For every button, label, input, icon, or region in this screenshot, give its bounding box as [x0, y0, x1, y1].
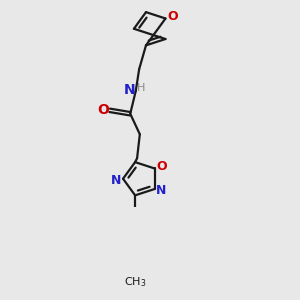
- Text: O: O: [156, 160, 167, 173]
- Text: CH$_3$: CH$_3$: [124, 275, 146, 289]
- Text: N: N: [111, 174, 122, 187]
- Text: N: N: [156, 184, 167, 197]
- Text: N: N: [124, 83, 135, 98]
- Text: O: O: [98, 103, 110, 117]
- Text: O: O: [167, 10, 178, 23]
- Text: H: H: [137, 83, 146, 93]
